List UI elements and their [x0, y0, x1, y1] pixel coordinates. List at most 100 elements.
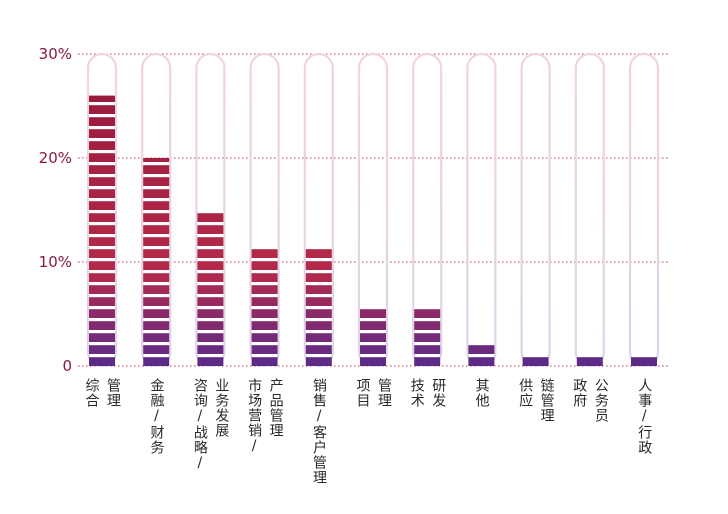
category-label-text: 销售/客户管理 — [311, 378, 328, 485]
category-label-text: 供应 — [517, 378, 534, 408]
bar-segment — [251, 321, 278, 330]
category-label: 金融/财务 — [148, 378, 165, 455]
bar-segment — [414, 345, 441, 354]
bar-segment — [197, 333, 224, 342]
bar-segment — [143, 309, 170, 318]
bar-segment — [89, 95, 115, 102]
bar-track — [249, 52, 280, 368]
bar-segment — [360, 357, 386, 366]
bar-segment — [143, 321, 170, 330]
y-tick-label: 0 — [62, 357, 72, 375]
bar-segment — [414, 309, 441, 318]
category-label-text: 其他 — [473, 378, 490, 408]
y-tick-label: 20% — [39, 149, 72, 167]
bar-segment — [251, 261, 278, 270]
bar-segment — [305, 333, 332, 342]
y-tick-label: 10% — [39, 253, 72, 271]
bar-segment — [89, 249, 115, 258]
category-label-text: 政府 — [571, 378, 588, 408]
category-label-text: 技术 — [408, 378, 425, 408]
category-label-text: 咨询/战略/ — [191, 378, 208, 472]
bar-segment — [89, 213, 115, 222]
bar-segment — [468, 357, 495, 366]
bar-segment — [143, 357, 170, 366]
category-label: 销售/客户管理 — [311, 378, 328, 485]
bar-segment — [89, 273, 115, 282]
bar-segment — [89, 261, 115, 270]
bar-track — [466, 52, 497, 368]
bar-segment — [89, 345, 115, 354]
bar-segment — [143, 273, 170, 282]
bar — [305, 249, 332, 366]
bar-segment — [305, 249, 332, 258]
bar-segment — [89, 141, 115, 150]
category-label-text: 市场营销/ — [246, 378, 263, 455]
bar-segment — [89, 225, 115, 234]
bar-segment — [89, 129, 115, 138]
bar-segment — [89, 297, 115, 306]
bar-segment — [305, 297, 332, 306]
bar-segment — [251, 297, 278, 306]
bar — [414, 309, 441, 366]
category-label-text: 公务员 — [592, 378, 609, 423]
bar-segment — [89, 189, 115, 198]
bar-track — [628, 52, 660, 368]
bar-segment — [143, 333, 170, 342]
bar-segment — [143, 201, 170, 210]
bar-segment — [197, 309, 224, 318]
bar-segment — [143, 297, 170, 306]
bar-segment — [197, 273, 224, 282]
bar-segment — [522, 357, 549, 366]
category-label-text: 产品管理 — [267, 378, 284, 438]
bar-segment — [143, 237, 170, 246]
category-label-text: 管理 — [105, 378, 122, 408]
bar-segment — [143, 177, 170, 186]
bar — [251, 249, 278, 366]
bar — [576, 357, 603, 366]
bar-segment — [89, 177, 115, 186]
bar-segment — [631, 357, 657, 366]
category-label-text: 项目 — [354, 378, 371, 408]
bar — [143, 158, 170, 366]
category-label-text: 金融/财务 — [148, 378, 165, 455]
bar-segment — [360, 333, 386, 342]
category-label-text: 人事/行政 — [636, 378, 653, 455]
bar-segment — [305, 309, 332, 318]
bar-segment — [251, 333, 278, 342]
bar-segment — [89, 153, 115, 162]
bar-segment — [143, 285, 170, 294]
bar-segment — [305, 321, 332, 330]
bar-segment — [143, 249, 170, 258]
bar-segment — [143, 189, 170, 198]
bar-segment — [197, 321, 224, 330]
bar-segment — [251, 309, 278, 318]
bar-segment — [143, 165, 170, 174]
bar-segment — [89, 237, 115, 246]
bar-segment — [197, 225, 224, 234]
y-axis-ticks: 0 10% 20% 30% — [39, 45, 72, 375]
bar-segment — [305, 261, 332, 270]
bar — [89, 95, 115, 366]
bar-segment — [305, 345, 332, 354]
bar-track — [520, 52, 551, 368]
category-label-text: 管理 — [376, 378, 393, 408]
bar-segment — [305, 273, 332, 282]
bar-segment — [197, 285, 224, 294]
category-label-text: 研发 — [430, 378, 447, 408]
bar-segment — [197, 297, 224, 306]
bar-segment — [305, 285, 332, 294]
bar-segment — [143, 225, 170, 234]
bar-segment — [197, 261, 224, 270]
bar-segment — [89, 201, 115, 210]
category-label: 技术 研发 — [408, 378, 447, 408]
bar-tracks — [86, 52, 660, 368]
bar — [197, 213, 224, 366]
bar-segment — [251, 357, 278, 366]
bar-segment — [89, 165, 115, 174]
bar-track — [412, 52, 443, 368]
bar-segment — [360, 345, 386, 354]
bar-segment — [251, 249, 278, 258]
bar-segment — [89, 309, 115, 318]
y-tick-label: 30% — [39, 45, 72, 63]
bar-segment — [414, 357, 441, 366]
